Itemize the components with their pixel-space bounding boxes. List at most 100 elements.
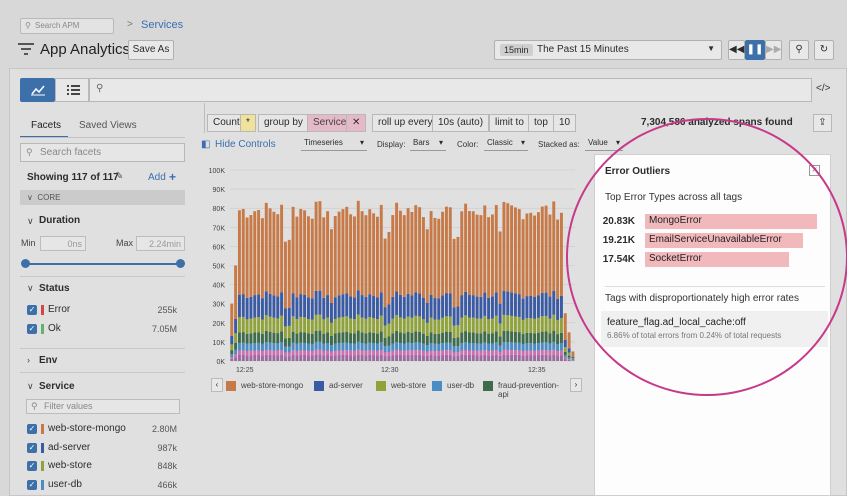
breadcrumb-services-link[interactable]: Services xyxy=(141,19,184,31)
list-view-tab[interactable] xyxy=(55,78,89,102)
bar-segment xyxy=(234,349,238,355)
checkbox-icon[interactable]: ✓ xyxy=(27,305,37,315)
color-select[interactable]: Classic ▾ xyxy=(484,138,528,151)
bar-segment xyxy=(525,355,529,361)
status-facet-row[interactable]: ✓ Error 255k xyxy=(27,304,177,318)
bar-segment xyxy=(268,332,272,343)
facet-search-input[interactable]: ⚲ Search facets xyxy=(20,143,185,162)
bar-segment xyxy=(571,356,575,359)
group-by-label: group by xyxy=(258,114,309,132)
bar-segment xyxy=(303,354,307,361)
chevron-right-icon: › xyxy=(574,380,578,389)
bar-segment xyxy=(529,318,533,333)
checkbox-icon[interactable]: ✓ xyxy=(27,479,37,490)
bar-segment xyxy=(510,331,514,343)
legend-next-button[interactable]: › xyxy=(570,378,582,392)
service-facet-row[interactable]: ✓ ad-server 987k xyxy=(27,442,177,456)
bar-segment xyxy=(260,343,264,352)
bar-segment xyxy=(395,349,399,355)
limit-to-label: limit to xyxy=(489,114,530,132)
status-facet-row[interactable]: ✓ Ok 7.05M xyxy=(27,323,177,337)
pause-button[interactable]: ❚❚ xyxy=(745,40,765,60)
code-icon[interactable]: </> xyxy=(816,83,831,94)
bar-segment xyxy=(540,293,544,317)
checkbox-icon[interactable]: ✓ xyxy=(27,424,37,434)
service-filter-input[interactable]: ⚲ Filter values xyxy=(26,399,180,414)
checkbox-icon[interactable]: ✓ xyxy=(27,323,37,334)
legend-prev-button[interactable]: ‹ xyxy=(211,378,223,392)
search-icon: ⚲ xyxy=(25,21,31,30)
bar-segment xyxy=(452,337,456,347)
duration-max-input[interactable]: 2.24min xyxy=(136,236,185,251)
forward-button[interactable]: ▶▶ xyxy=(765,40,782,60)
bar-segment xyxy=(548,333,552,344)
display-select[interactable]: Bars ▾ xyxy=(410,138,446,151)
core-section-header[interactable]: ∨ CORE xyxy=(20,190,185,205)
caret-down-icon: ▾ xyxy=(359,138,364,147)
viz-type-select[interactable]: Timeseries ▾ xyxy=(301,138,367,151)
display-label: Display: xyxy=(377,140,406,149)
bar-segment xyxy=(391,333,395,344)
checkbox-icon[interactable]: ✓ xyxy=(27,461,37,471)
checkbox-icon[interactable]: ✓ xyxy=(27,442,37,453)
top-select[interactable]: top xyxy=(528,114,554,132)
bar-segment xyxy=(387,351,391,356)
bar-segment xyxy=(533,343,537,351)
zoom-button[interactable]: ⚲ xyxy=(789,40,809,60)
search-icon: ⚲ xyxy=(26,147,33,157)
bar-segment xyxy=(356,200,360,291)
chevron-down-icon[interactable]: ∨ xyxy=(27,381,34,391)
bar-segment xyxy=(479,318,483,334)
slider-handle-min[interactable] xyxy=(21,259,30,268)
bar-segment xyxy=(441,350,445,356)
tab-saved-views[interactable]: Saved Views xyxy=(79,120,137,131)
measure-field[interactable]: * xyxy=(240,114,256,132)
bar-segment xyxy=(287,337,291,347)
close-icon[interactable]: ✕ xyxy=(346,114,367,132)
tab-facets[interactable]: Facets xyxy=(31,120,62,131)
bar-segment xyxy=(314,349,318,355)
slider-handle-max[interactable] xyxy=(176,259,185,268)
save-as-button[interactable]: Save As xyxy=(128,40,174,60)
chevron-right-icon[interactable]: › xyxy=(27,355,30,365)
bar-segment xyxy=(310,298,314,320)
export-button[interactable]: ⇪ xyxy=(813,114,832,132)
bar-segment xyxy=(536,343,540,351)
service-facet-row[interactable]: ✓ web-store-mongo 2.80M xyxy=(27,423,177,437)
bar-segment xyxy=(448,293,452,317)
duration-min-input[interactable]: 0ns xyxy=(40,236,86,251)
roll-up-select[interactable]: 10s (auto) xyxy=(432,114,490,132)
time-range-select[interactable]: 15min The Past 15 Minutes ▼ xyxy=(494,40,722,60)
chevron-down-icon[interactable]: ∨ xyxy=(27,283,34,293)
bar-segment xyxy=(437,333,441,344)
bar-segment xyxy=(456,352,460,357)
top-n-input[interactable]: 10 xyxy=(553,114,577,132)
bar-segment xyxy=(456,346,460,353)
bar-segment xyxy=(552,201,556,291)
graph-view-tab[interactable] xyxy=(20,78,55,102)
bar-segment xyxy=(372,296,376,319)
search-apm-input[interactable]: ⚲ Search APM xyxy=(20,18,114,34)
hide-controls-link[interactable]: Hide Controls xyxy=(215,139,276,150)
stacked-select[interactable]: Value ▾ xyxy=(585,138,623,151)
chevron-down-icon[interactable]: ∨ xyxy=(27,216,34,226)
bar-segment xyxy=(268,316,272,333)
service-facet-row[interactable]: ✓ web-store 848k xyxy=(27,460,177,474)
plus-icon[interactable]: + xyxy=(169,170,177,184)
bar-segment xyxy=(272,355,276,361)
pencil-icon[interactable]: ✎ xyxy=(115,171,124,182)
bar-segment xyxy=(529,350,533,356)
service-facet-row[interactable]: ✓ user-db 466k xyxy=(27,479,177,493)
bar-segment xyxy=(517,294,521,317)
refresh-button[interactable]: ↻ xyxy=(814,40,834,60)
query-input[interactable]: ⚲ xyxy=(89,78,812,102)
duration-slider-track[interactable] xyxy=(25,263,180,265)
bar-segment xyxy=(552,314,556,331)
add-facet-button[interactable]: Add xyxy=(148,172,166,183)
x-tick-label: 12:30 xyxy=(381,367,399,374)
rewind-button[interactable]: ◀◀ xyxy=(728,40,745,60)
bar-segment xyxy=(341,294,345,317)
collapse-icon[interactable]: ◧ xyxy=(201,139,211,150)
bar-segment xyxy=(521,298,525,320)
search-icon: ⚲ xyxy=(31,401,38,411)
